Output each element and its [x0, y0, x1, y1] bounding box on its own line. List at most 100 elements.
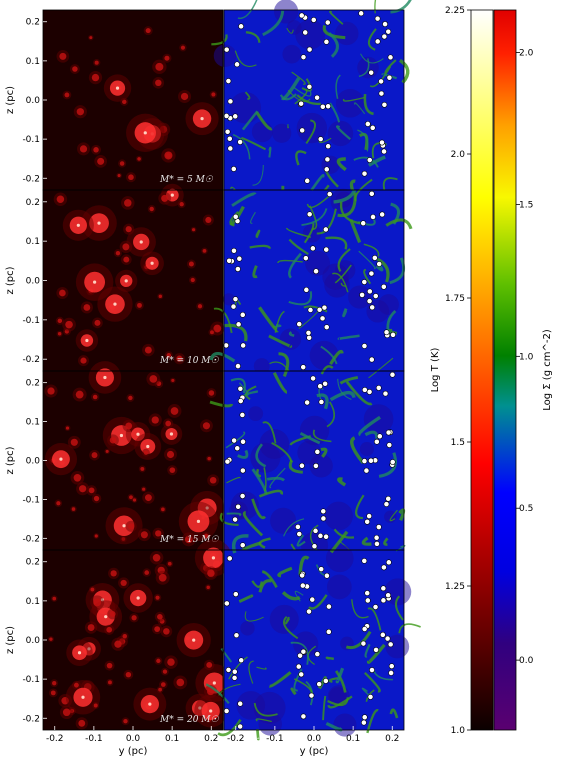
sink-particle — [299, 572, 306, 579]
hot-spot — [79, 485, 87, 493]
hot-spot — [114, 640, 122, 648]
hot-core — [169, 432, 174, 436]
hot-spot — [92, 394, 98, 400]
density-panel-row-3 — [209, 352, 406, 563]
sink-particle — [385, 495, 392, 502]
filament — [213, 307, 233, 334]
sink-particle — [366, 513, 373, 519]
hot-core — [124, 279, 128, 283]
filament — [312, 429, 332, 443]
filament — [303, 222, 315, 244]
hot-spot — [64, 329, 70, 334]
sink-particle — [369, 667, 375, 673]
low-density-patch — [324, 501, 353, 531]
y-tick-label: -0.2 — [22, 355, 40, 365]
filament — [296, 534, 306, 547]
hot-core — [170, 193, 174, 197]
sink-particle — [306, 83, 313, 90]
filament — [337, 378, 352, 400]
sink-particle — [305, 329, 312, 336]
sink-particle — [325, 103, 332, 110]
sink-particle — [316, 306, 323, 313]
sink-particle — [317, 383, 324, 390]
sink-particle — [300, 648, 307, 655]
sink-particle — [386, 442, 393, 448]
hot-spot — [125, 226, 132, 233]
hot-spot — [79, 145, 88, 153]
filament — [310, 173, 325, 192]
filament — [261, 570, 278, 588]
hot-spot — [155, 595, 160, 600]
sink-particle — [369, 304, 376, 311]
sink-particle — [380, 283, 387, 290]
filament — [390, 0, 412, 14]
hot-spot — [47, 387, 55, 395]
hot-spot — [122, 99, 127, 105]
sink-particle — [368, 69, 375, 76]
filament — [335, 670, 347, 693]
sink-particle — [360, 719, 367, 726]
sink-particle — [364, 518, 371, 525]
filament — [293, 86, 312, 97]
filament — [238, 594, 254, 603]
hot-spot — [76, 108, 85, 116]
sink-particle — [313, 463, 319, 469]
x-tick-label-right: -0.1 — [266, 734, 284, 744]
sink-particle — [232, 113, 239, 120]
filament — [335, 667, 345, 684]
sink-particle — [373, 438, 380, 445]
density-panel-row-4 — [205, 530, 421, 741]
sink-particle — [368, 457, 374, 464]
sink-particle — [231, 247, 237, 254]
hot-core — [211, 556, 216, 560]
hot-spot — [161, 194, 169, 202]
low-density-patch — [359, 442, 374, 457]
sink-particle — [320, 508, 327, 515]
density-colorbar-tick-label: 0.5 — [519, 504, 533, 514]
x-tick-label-left: -0.2 — [46, 734, 64, 744]
sink-particle — [382, 21, 388, 27]
hot-core — [205, 506, 209, 510]
hot-core — [139, 240, 143, 244]
hot-spot — [91, 73, 100, 82]
hot-spot — [105, 449, 109, 453]
sink-particle — [374, 38, 381, 45]
sink-particle — [318, 399, 325, 405]
hot-core — [143, 131, 147, 135]
sink-particle — [324, 156, 331, 163]
sink-particle — [223, 113, 230, 119]
hot-spot — [170, 407, 179, 415]
filament — [342, 96, 365, 102]
sink-particle — [302, 29, 309, 36]
hot-spot — [75, 390, 84, 399]
hot-spot — [120, 579, 127, 587]
sink-particle — [387, 641, 394, 648]
low-density-patch — [327, 574, 352, 600]
hot-spot — [191, 228, 196, 232]
hot-spot — [144, 346, 152, 354]
hot-spot — [57, 318, 63, 324]
hot-spot — [125, 422, 133, 430]
hot-spot — [202, 248, 207, 253]
hot-spot — [152, 553, 161, 562]
hot-spot — [123, 256, 130, 263]
sink-particle — [299, 127, 306, 134]
filament — [320, 447, 328, 458]
low-density-patch — [348, 285, 372, 309]
sink-particle — [310, 17, 317, 23]
sink-particle — [322, 677, 329, 684]
sink-particle — [383, 501, 390, 508]
sink-particle — [231, 437, 238, 444]
hot-spot — [97, 157, 105, 165]
sink-particle — [223, 46, 230, 53]
low-density-patch — [270, 507, 297, 534]
filament — [226, 476, 241, 484]
sink-particle — [232, 213, 239, 220]
sink-particle — [234, 445, 241, 452]
sink-particle — [325, 143, 332, 150]
filament — [232, 133, 251, 160]
filament — [266, 476, 285, 482]
hot-spot — [93, 147, 99, 153]
sink-particle — [385, 559, 392, 566]
hot-spot — [129, 495, 133, 500]
